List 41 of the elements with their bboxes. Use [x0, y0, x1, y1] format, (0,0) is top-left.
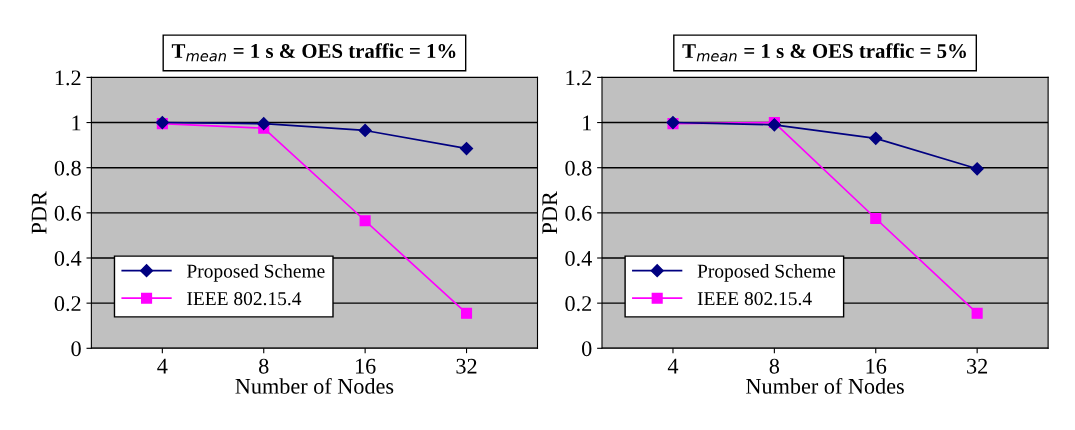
y-tick-label: 0.6 — [54, 205, 81, 221]
legend-label: IEEE 802.15.4 — [697, 292, 812, 306]
y-tick-label: 0.8 — [565, 160, 592, 176]
point — [971, 307, 983, 319]
legend-label: IEEE 802.15.4 — [187, 292, 302, 306]
y-tick-label: 0.2 — [565, 296, 592, 312]
x-tick-label: 8 — [769, 358, 780, 374]
y-tick-label: 1 — [583, 115, 591, 131]
chart-title: T$_{mean}$ = 1 s & OES traffic = 1% — [171, 43, 456, 62]
y-tick-label: 0.6 — [565, 205, 592, 221]
x-tick-label: 32 — [456, 358, 477, 374]
legend-label: Proposed Scheme — [186, 264, 325, 282]
y-tick-label: 1.2 — [55, 70, 81, 86]
point — [460, 307, 473, 319]
legend-label: Proposed Scheme — [697, 264, 836, 282]
point — [459, 141, 474, 156]
x-tick-label: 8 — [259, 358, 269, 374]
y-tick-label: 0.8 — [54, 160, 81, 176]
y-tick-label: 1.2 — [566, 70, 592, 86]
x-tick-label: 16 — [866, 358, 887, 374]
y-axis-title: PDR — [542, 191, 558, 234]
y-tick-label: 0 — [71, 341, 81, 357]
y-tick-label: 1 — [72, 115, 81, 131]
point — [257, 117, 271, 131]
point — [359, 215, 371, 227]
x-tick-label: 16 — [355, 358, 376, 374]
y-axis-title: PDR — [31, 191, 47, 234]
x-tick-label: 32 — [967, 358, 988, 374]
point — [869, 131, 883, 145]
x-axis-title: Number of Nodes — [235, 377, 394, 394]
point — [870, 212, 882, 225]
x-tick-label: 4 — [667, 358, 679, 374]
y-tick-label: 0.4 — [565, 250, 592, 267]
y-tick-label: 0 — [582, 341, 592, 357]
point — [970, 162, 984, 176]
x-axis-title: Number of Nodes — [746, 377, 904, 394]
x-tick-label: 4 — [157, 358, 168, 374]
point — [358, 123, 372, 138]
y-tick-label: 0.4 — [54, 250, 82, 267]
chart-title: T$_{mean}$ = 1 s & OES traffic = 5% — [682, 43, 966, 62]
y-tick-label: 0.2 — [54, 296, 81, 312]
